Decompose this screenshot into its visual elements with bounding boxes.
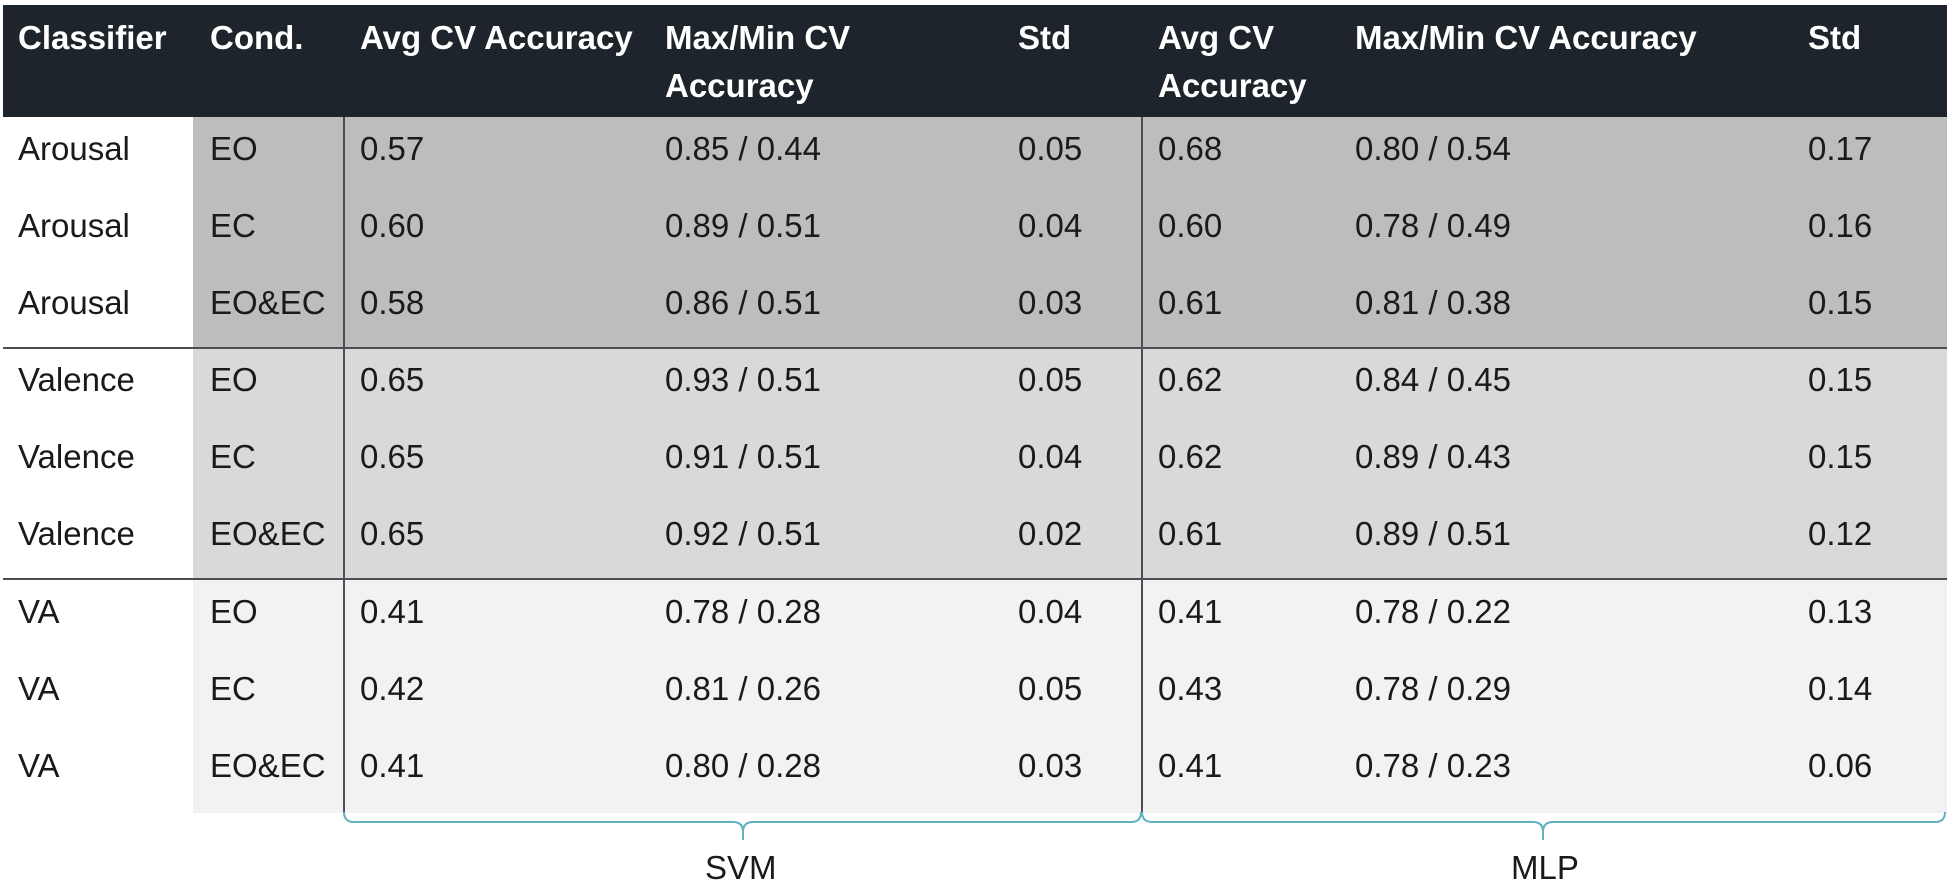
classifier-cell: Arousal — [18, 284, 130, 321]
mlp-avg-cell: 0.43 — [1158, 670, 1223, 707]
va-group-band — [193, 579, 1947, 813]
mlp-maxmin-cell: 0.78 / 0.22 — [1355, 593, 1511, 630]
classifier-cell: VA — [18, 593, 60, 630]
mlp-avg-cell: 0.68 — [1158, 130, 1223, 167]
svm-std-cell: 0.05 — [1018, 361, 1083, 398]
svm-maxmin-cell: 0.92 / 0.51 — [665, 515, 821, 552]
mlp-std-cell: 0.12 — [1808, 515, 1873, 552]
cond-cell: EO — [210, 130, 258, 167]
mlp-maxmin-cell: 0.89 / 0.43 — [1355, 438, 1511, 475]
svm-std-cell: 0.03 — [1018, 284, 1083, 321]
mlp-avg-cell: 0.62 — [1158, 438, 1223, 475]
cond-svm-divider — [343, 117, 345, 813]
mlp-maxmin-cell: 0.84 / 0.45 — [1355, 361, 1511, 398]
mlp-brace — [1141, 811, 1946, 840]
svm-std-cell: 0.04 — [1018, 438, 1083, 475]
svm-std-cell: 0.05 — [1018, 130, 1083, 167]
svm-maxmin-cell: 0.93 / 0.51 — [665, 361, 821, 398]
cond-cell: EO — [210, 593, 258, 630]
svm-std-cell: 0.02 — [1018, 515, 1083, 552]
group-divider — [3, 347, 1947, 349]
svm-std-cell: 0.04 — [1018, 207, 1083, 244]
svm-avg-cell: 0.58 — [360, 284, 425, 321]
svm-maxmin-cell: 0.80 / 0.28 — [665, 747, 821, 784]
header-svm-avg: Avg CV Accuracy — [360, 19, 633, 56]
header-classifier: Classifier — [18, 19, 167, 56]
svm-std-cell: 0.03 — [1018, 747, 1083, 784]
classifier-cell: Arousal — [18, 207, 130, 244]
header-mlp-avg-line2: Accuracy — [1158, 67, 1307, 104]
svm-std-cell: 0.04 — [1018, 593, 1083, 630]
header-mlp-avg-line1: Avg CV — [1158, 19, 1275, 56]
cond-cell: EO — [210, 361, 258, 398]
classifier-cell: Valence — [18, 515, 135, 552]
cond-cell: EO&EC — [210, 284, 326, 321]
cond-cell: EC — [210, 438, 256, 475]
cond-cell: EC — [210, 207, 256, 244]
mlp-std-cell: 0.15 — [1808, 361, 1873, 398]
mlp-avg-cell: 0.61 — [1158, 515, 1223, 552]
svm-group-label: SVM — [705, 849, 777, 886]
cond-cell: EC — [210, 670, 256, 707]
classifier-cell: VA — [18, 747, 60, 784]
classifier-cell: VA — [18, 670, 60, 707]
svm-avg-cell: 0.65 — [360, 438, 425, 475]
svm-avg-cell: 0.41 — [360, 593, 425, 630]
mlp-avg-cell: 0.41 — [1158, 747, 1223, 784]
mlp-avg-cell: 0.61 — [1158, 284, 1223, 321]
arousal-group-band — [193, 117, 1947, 348]
mlp-maxmin-cell: 0.89 / 0.51 — [1355, 515, 1511, 552]
table-header — [3, 5, 1947, 117]
mlp-maxmin-cell: 0.80 / 0.54 — [1355, 130, 1511, 167]
svm-mlp-divider — [1141, 117, 1143, 813]
valence-group-band — [193, 348, 1947, 579]
mlp-std-cell: 0.13 — [1808, 593, 1873, 630]
svm-avg-cell: 0.41 — [360, 747, 425, 784]
mlp-std-cell: 0.15 — [1808, 438, 1873, 475]
classifier-cell: Valence — [18, 361, 135, 398]
header-svm-maxmin-line2: Accuracy — [665, 67, 814, 104]
header-mlp-maxmin: Max/Min CV Accuracy — [1355, 19, 1697, 56]
cond-cell: EO&EC — [210, 747, 326, 784]
classifier-cell: Valence — [18, 438, 135, 475]
svm-maxmin-cell: 0.89 / 0.51 — [665, 207, 821, 244]
svm-maxmin-cell: 0.81 / 0.26 — [665, 670, 821, 707]
mlp-avg-cell: 0.60 — [1158, 207, 1223, 244]
svm-maxmin-cell: 0.86 / 0.51 — [665, 284, 821, 321]
header-svm-maxmin-line1: Max/Min CV — [665, 19, 851, 56]
svm-std-cell: 0.05 — [1018, 670, 1083, 707]
svm-avg-cell: 0.65 — [360, 361, 425, 398]
mlp-group-label: MLP — [1511, 849, 1579, 886]
header-cond: Cond. — [210, 19, 304, 56]
header-svm-std: Std — [1018, 19, 1072, 56]
mlp-std-cell: 0.17 — [1808, 130, 1873, 167]
svm-maxmin-cell: 0.78 / 0.28 — [665, 593, 821, 630]
svm-maxmin-cell: 0.91 / 0.51 — [665, 438, 821, 475]
svm-maxmin-cell: 0.85 / 0.44 — [665, 130, 821, 167]
group-divider — [3, 578, 1947, 580]
svm-avg-cell: 0.60 — [360, 207, 425, 244]
mlp-std-cell: 0.14 — [1808, 670, 1873, 707]
svm-avg-cell: 0.42 — [360, 670, 425, 707]
mlp-std-cell: 0.15 — [1808, 284, 1873, 321]
svm-avg-cell: 0.65 — [360, 515, 425, 552]
classifier-cell: Arousal — [18, 130, 130, 167]
mlp-avg-cell: 0.41 — [1158, 593, 1223, 630]
svm-brace — [343, 811, 1142, 840]
cond-cell: EO&EC — [210, 515, 326, 552]
mlp-maxmin-cell: 0.78 / 0.29 — [1355, 670, 1511, 707]
mlp-avg-cell: 0.62 — [1158, 361, 1223, 398]
mlp-maxmin-cell: 0.78 / 0.23 — [1355, 747, 1511, 784]
svm-avg-cell: 0.57 — [360, 130, 425, 167]
mlp-std-cell: 0.06 — [1808, 747, 1873, 784]
mlp-maxmin-cell: 0.81 / 0.38 — [1355, 284, 1511, 321]
header-mlp-std: Std — [1808, 19, 1862, 56]
mlp-std-cell: 0.16 — [1808, 207, 1873, 244]
mlp-maxmin-cell: 0.78 / 0.49 — [1355, 207, 1511, 244]
